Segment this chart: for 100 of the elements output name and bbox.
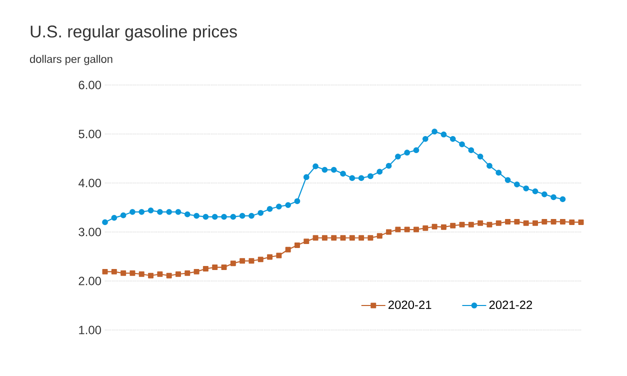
- point: [102, 268, 108, 274]
- point: [157, 271, 163, 277]
- point: [478, 220, 484, 226]
- point: [285, 246, 291, 252]
- point: [395, 226, 401, 232]
- point: [413, 226, 419, 232]
- point: [322, 235, 328, 241]
- point: [202, 266, 208, 272]
- point: [312, 235, 318, 241]
- point: [358, 235, 364, 241]
- point: [523, 220, 529, 226]
- point: [542, 218, 548, 224]
- point: [523, 185, 530, 192]
- point: [422, 225, 428, 231]
- point: [331, 235, 337, 241]
- point: [175, 271, 181, 277]
- point: [514, 182, 520, 188]
- point: [550, 194, 556, 200]
- point: [202, 214, 209, 220]
- point: [148, 272, 154, 278]
- y-tick-label: 6.00: [78, 80, 102, 90]
- point: [450, 136, 456, 142]
- point: [102, 219, 108, 226]
- point: [303, 174, 310, 180]
- point: [560, 196, 566, 202]
- point: [504, 177, 511, 183]
- point: [358, 175, 364, 182]
- legend-label: 2020-21: [388, 300, 432, 310]
- point: [541, 191, 548, 198]
- point: [212, 264, 218, 270]
- point: [468, 222, 474, 228]
- point: [175, 208, 182, 215]
- point: [184, 211, 190, 218]
- y-axis-title: dollars per gallon: [30, 54, 112, 66]
- legend-label: 2021-22: [489, 300, 532, 310]
- point: [258, 256, 264, 262]
- point: [578, 219, 584, 225]
- point: [496, 220, 502, 226]
- point: [386, 229, 392, 235]
- point: [276, 204, 282, 210]
- point: [120, 212, 126, 218]
- point: [459, 141, 465, 148]
- point: [239, 212, 246, 219]
- point: [111, 268, 117, 274]
- point: [304, 238, 310, 244]
- point: [340, 170, 346, 177]
- point: [138, 208, 145, 215]
- point: [550, 218, 556, 224]
- y-tick-label: 1.00: [79, 326, 102, 334]
- point: [340, 235, 346, 241]
- point: [240, 258, 246, 264]
- point: [194, 268, 200, 274]
- point: [230, 260, 236, 266]
- point: [376, 168, 383, 175]
- point: [322, 166, 328, 173]
- point: [514, 218, 520, 224]
- point: [130, 270, 136, 276]
- point: [294, 242, 300, 248]
- y-tick-label: 3.00: [78, 228, 102, 236]
- point: [468, 147, 474, 154]
- point: [505, 218, 511, 224]
- point: [230, 214, 236, 220]
- point: [432, 224, 438, 230]
- point: [486, 222, 492, 228]
- point: [532, 220, 538, 226]
- point: [221, 214, 227, 220]
- point: [276, 252, 282, 258]
- point: [404, 150, 410, 156]
- point: [330, 166, 337, 173]
- point: [386, 162, 392, 169]
- point: [440, 224, 446, 230]
- point: [138, 271, 144, 277]
- point: [166, 272, 172, 278]
- point: [194, 212, 200, 219]
- point: [459, 222, 465, 228]
- point: [376, 233, 382, 239]
- point: [267, 254, 273, 260]
- point: [404, 226, 410, 232]
- y-tick-label: 5.00: [78, 130, 102, 138]
- point: [221, 264, 227, 270]
- point: [266, 206, 273, 212]
- chart-title: U.S. regular gasoline prices: [30, 25, 237, 41]
- point: [569, 219, 575, 225]
- point: [349, 235, 355, 241]
- point: [394, 154, 401, 160]
- y-tick-label: 2.00: [78, 276, 102, 286]
- point: [111, 214, 118, 221]
- point: [368, 235, 374, 241]
- point: [368, 173, 374, 180]
- point: [294, 198, 300, 204]
- point: [496, 170, 502, 176]
- point: [312, 163, 318, 170]
- point: [184, 270, 190, 276]
- point: [285, 202, 292, 208]
- point: [486, 162, 492, 169]
- point: [440, 132, 447, 138]
- point: [148, 207, 154, 214]
- point: [248, 212, 254, 219]
- point: [413, 147, 420, 154]
- point: [560, 218, 566, 224]
